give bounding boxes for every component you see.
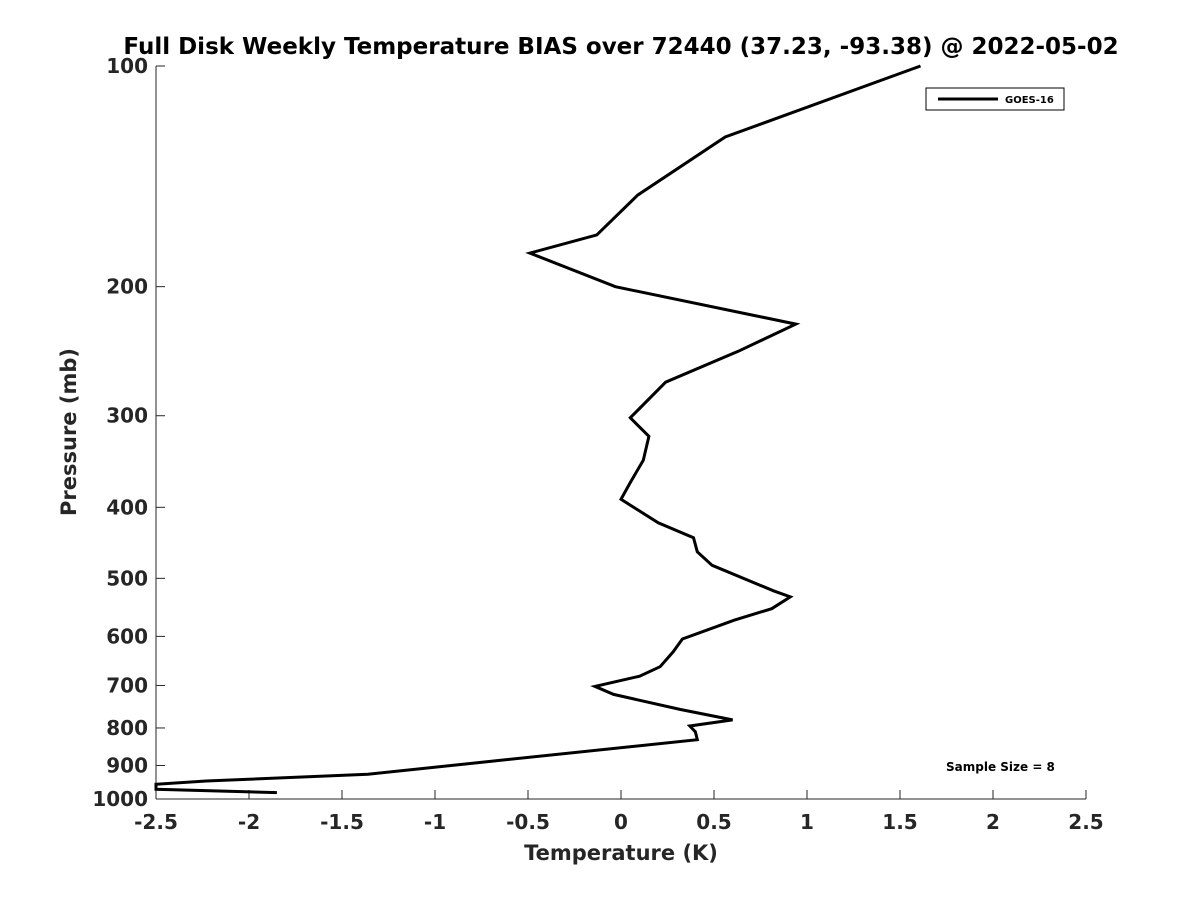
series-line-goes-16 — [154, 64, 922, 795]
y-axis-ticks: 100 200 300 400 500 600 700 800 900 1000 — [92, 54, 165, 811]
y-tick-label: 500 — [106, 566, 148, 590]
x-tick-label: 2.5 — [1068, 810, 1103, 834]
y-tick-label: 1000 — [92, 787, 148, 811]
y-tick-label: 600 — [106, 624, 148, 648]
y-tick-label: 900 — [106, 753, 148, 777]
y-tick-label: 100 — [106, 54, 148, 78]
plot-area — [155, 66, 1086, 800]
y-tick-label: 800 — [106, 716, 148, 740]
x-tick-label: -1 — [424, 810, 446, 834]
y-tick-label: 400 — [106, 495, 148, 519]
legend-label: GOES-16 — [1005, 95, 1054, 106]
series-layer — [154, 64, 922, 795]
chart-title: Full Disk Weekly Temperature BIAS over 7… — [123, 34, 1118, 60]
x-tick-label: 2 — [986, 810, 1000, 834]
y-tick-label: 300 — [106, 404, 148, 428]
axes-background — [156, 66, 1086, 799]
x-tick-label: 0.5 — [696, 810, 731, 834]
y-axis-label: Pressure (mb) — [57, 348, 81, 516]
x-tick-label: -2 — [238, 810, 260, 834]
x-tick-label: 1.5 — [882, 810, 917, 834]
y-tick-label: 200 — [106, 275, 148, 299]
sample-size-annotation: Sample Size = 8 — [946, 760, 1055, 774]
x-axis-label: Temperature (K) — [524, 841, 718, 865]
legend: GOES-16 — [925, 87, 1065, 111]
x-tick-label: -1.5 — [320, 810, 364, 834]
x-tick-label: 1 — [800, 810, 814, 834]
x-axis-ticks: -2.5 -2 -1.5 -1 -0.5 0 0.5 1 1.5 2 2.5 — [134, 790, 1104, 834]
x-tick-label: -2.5 — [134, 810, 178, 834]
y-tick-label: 700 — [106, 673, 148, 697]
x-tick-label: 0 — [614, 810, 628, 834]
x-tick-label: -0.5 — [506, 810, 550, 834]
